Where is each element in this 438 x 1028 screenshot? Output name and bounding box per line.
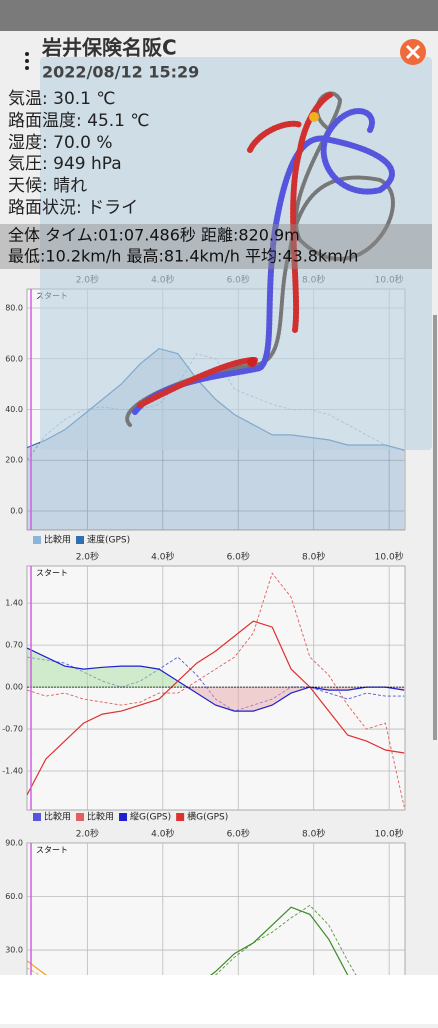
car-marker [247, 357, 257, 367]
legend-label: 縦G(GPS) [130, 811, 171, 823]
plot [27, 566, 405, 810]
legend-swatch [33, 536, 41, 544]
status-bar [0, 0, 438, 31]
y-tick-label: -1.40 [2, 767, 23, 776]
legend-label: 比較用 [44, 534, 71, 546]
x-tick-label: 6.0秒 [227, 551, 250, 563]
summary-line: 全体 タイム:01:07.486秒 距離:820.9m [8, 226, 300, 245]
overlay: 全体 タイム:01:07.486秒 距離:820.9m 最低:10.2km/h … [0, 57, 432, 450]
y-tick-label: 0.0 [10, 506, 23, 515]
x-tick-label: 8.0秒 [302, 551, 325, 563]
summary-band [0, 224, 432, 269]
series-line [27, 620, 405, 796]
area-fill-positive [27, 648, 188, 688]
condition: 気圧: 949 hPa [8, 154, 122, 174]
legend-swatch [176, 813, 185, 821]
x-tick-label: 2.0秒 [76, 551, 99, 563]
x-tick-label: 2.0秒 [76, 828, 99, 840]
scrollbar [433, 315, 437, 740]
y-tick-label: 90.0 [5, 839, 23, 848]
bottom-area [0, 975, 438, 1024]
datetime: 2022/08/12 15:29 [42, 63, 199, 82]
legend-swatch [76, 536, 85, 544]
track-red [137, 92, 333, 408]
chart: 2.0秒 4.0秒 6.0秒 8.0秒 10.0秒 1.40 0.70 0.00 -0.70 -1… [2, 551, 406, 823]
y-tick-label: 0.70 [5, 641, 23, 650]
close-button[interactable] [400, 39, 426, 65]
track-map [125, 91, 395, 427]
y-tick-label: 0.00 [5, 683, 23, 692]
start-label: スタート [36, 569, 68, 578]
chart: 2.0秒 4.0秒 6.0秒 8.0秒 10.0秒 30.0 60.0 90.0 スタート [5, 828, 406, 1001]
menu-button[interactable] [25, 52, 29, 70]
legend-swatch [33, 813, 41, 821]
condition: 路面状況: ドライ [8, 198, 138, 218]
y-tick-label: 80.0 [5, 304, 23, 313]
track-blue [132, 108, 395, 415]
legend-swatch [76, 813, 85, 821]
y-tick-label: 60.0 [5, 354, 23, 363]
x-tick-label: 10.0秒 [375, 828, 404, 840]
title: 岩井保険名阪C [41, 36, 177, 60]
x-tick-label: 4.0秒 [151, 551, 174, 563]
y-tick-label: 1.40 [5, 599, 23, 608]
condition: 路面温度: 45.1 ℃ [8, 111, 149, 131]
summary-line: 最低:10.2km/h 最高:81.4km/h 平均:43.8km/h [8, 247, 358, 266]
series-line [27, 572, 405, 808]
plot-area [26, 842, 406, 1001]
y-tick-label: -0.70 [2, 725, 23, 734]
y-tick-label: 40.0 [5, 405, 23, 414]
map-panel [40, 57, 432, 450]
condition: 湿度: 70.0 % [8, 133, 113, 153]
legend-label: 比較用 [87, 811, 114, 823]
condition: 気温: 30.1 ℃ [8, 89, 115, 109]
legend-swatch [119, 813, 128, 821]
series-line [27, 647, 405, 712]
start-label: スタート [36, 846, 68, 855]
y-tick-label: 30.0 [5, 946, 23, 955]
condition: 天候: 晴れ [8, 176, 87, 196]
x-tick-label: 10.0秒 [375, 551, 404, 563]
legend-label: 速度(GPS) [87, 534, 130, 546]
y-tick-label: 20.0 [5, 456, 23, 465]
area-fill-negative [27, 687, 405, 712]
car-marker [309, 112, 319, 122]
x-tick-label: 8.0秒 [302, 828, 325, 840]
x-tick-label: 4.0秒 [151, 828, 174, 840]
legend-label: 比較用 [44, 811, 71, 823]
legend-label: 横G(GPS) [187, 811, 228, 823]
y-tick-label: 60.0 [5, 892, 23, 901]
x-tick-label: 6.0秒 [227, 828, 250, 840]
